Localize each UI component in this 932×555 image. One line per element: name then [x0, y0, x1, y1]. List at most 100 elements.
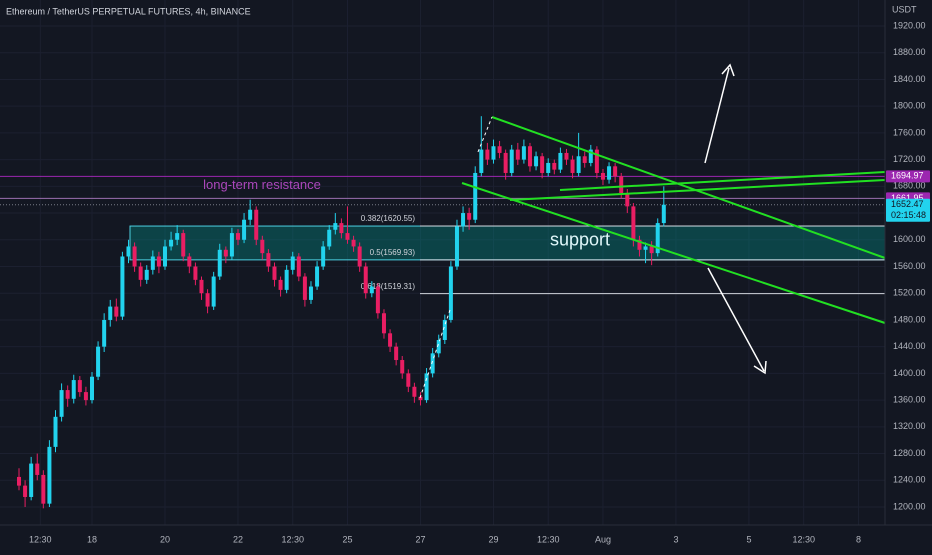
candle-body — [248, 209, 253, 220]
candle-body — [345, 233, 350, 240]
candle-body — [260, 239, 265, 254]
x-tick-label: 18 — [87, 534, 97, 544]
candle-body — [643, 246, 648, 250]
candle-body — [582, 156, 587, 163]
candle-body — [479, 149, 484, 173]
candle-body — [211, 276, 216, 307]
y-tick-label: 1200.00 — [893, 501, 926, 511]
candle-body — [527, 146, 532, 167]
y-tick-label: 1840.00 — [893, 74, 926, 84]
x-tick-label: 8 — [856, 534, 861, 544]
y-tick-label: 1480.00 — [893, 314, 926, 324]
arrow-head — [753, 360, 767, 375]
candle-body — [607, 166, 612, 180]
candle-body — [333, 223, 338, 230]
trend-line — [509, 179, 886, 201]
y-tick-label: 1720.00 — [893, 154, 926, 164]
axis-unit: USDT — [892, 4, 917, 14]
candle-body — [363, 266, 368, 294]
candle-body — [357, 246, 362, 267]
candles — [17, 116, 666, 509]
candle-body — [41, 474, 46, 504]
candle-body — [193, 266, 198, 280]
trend-line — [491, 116, 886, 259]
level-tag-text: 1661.95 — [891, 193, 924, 203]
candle-body — [613, 166, 618, 177]
candle-body — [96, 346, 101, 377]
candle-body — [448, 266, 453, 320]
fib-label: 0.382(1620.55) — [361, 214, 416, 223]
candle-body — [570, 159, 575, 173]
price-axis — [885, 0, 932, 550]
candle-body — [576, 156, 581, 173]
candle-body — [454, 226, 459, 267]
x-tick-label: 12:30 — [537, 534, 560, 544]
candle-body — [619, 176, 624, 194]
candle-body — [503, 152, 508, 173]
resistance-tag-box — [886, 170, 930, 183]
candle-body — [156, 256, 161, 267]
candle-body — [290, 256, 295, 270]
candle-body — [187, 256, 192, 267]
y-tick-label: 1520.00 — [893, 288, 926, 298]
candle-body — [321, 246, 326, 267]
candle-body — [102, 319, 107, 347]
candle-body — [351, 239, 356, 247]
candle-body — [412, 386, 417, 397]
candle-body — [588, 149, 593, 163]
x-tick-label: 5 — [746, 534, 751, 544]
trend-line — [559, 171, 886, 191]
candle-body — [242, 219, 247, 240]
x-tick-label: 12:30 — [281, 534, 304, 544]
candle-body — [175, 233, 180, 240]
candle-body — [491, 146, 496, 160]
candle-body — [406, 373, 411, 387]
y-tick-label: 1320.00 — [893, 421, 926, 431]
candle-body — [254, 209, 259, 240]
fib-label: 0.5(1569.93) — [370, 248, 416, 257]
candle-body — [89, 376, 94, 401]
candle-body — [546, 162, 551, 173]
x-tick-label: 20 — [160, 534, 170, 544]
candle-body — [540, 156, 545, 173]
candle-body — [47, 446, 52, 504]
arrow — [704, 67, 730, 164]
y-tick-label: 1560.00 — [893, 261, 926, 271]
candle-body — [400, 360, 405, 374]
support-label: support — [550, 230, 610, 250]
candle-body — [424, 373, 429, 401]
candle-body — [497, 146, 502, 153]
x-tick-label: 25 — [342, 534, 352, 544]
candle-body — [199, 279, 204, 294]
candle-body — [430, 353, 435, 374]
candle-body — [29, 463, 34, 497]
candle-body — [65, 390, 70, 399]
candle-body — [108, 306, 113, 320]
x-tick-label: 12:30 — [29, 534, 52, 544]
dashed-line — [477, 116, 493, 153]
candle-body — [150, 256, 155, 270]
candle-body — [515, 149, 520, 160]
candle-body — [114, 306, 119, 317]
candle-body — [461, 213, 466, 227]
candle-body — [77, 380, 82, 393]
candle-body — [509, 149, 514, 173]
candle-body — [53, 416, 58, 447]
candle-body — [327, 229, 332, 247]
candle-body — [138, 266, 143, 280]
candle-body — [83, 392, 88, 401]
candle-body — [59, 390, 64, 417]
y-tick-label: 1240.00 — [893, 475, 926, 485]
candle-body — [223, 249, 228, 257]
candle-body — [594, 149, 599, 173]
candle-body — [23, 485, 28, 497]
countdown-text: 02:15:48 — [891, 210, 926, 220]
candle-body — [181, 233, 186, 257]
candle-body — [126, 246, 131, 257]
y-tick-label: 1360.00 — [893, 394, 926, 404]
candle-body — [35, 463, 40, 475]
x-tick-label: Aug — [595, 534, 611, 544]
candle-body — [394, 346, 399, 361]
y-tick-label: 1400.00 — [893, 368, 926, 378]
